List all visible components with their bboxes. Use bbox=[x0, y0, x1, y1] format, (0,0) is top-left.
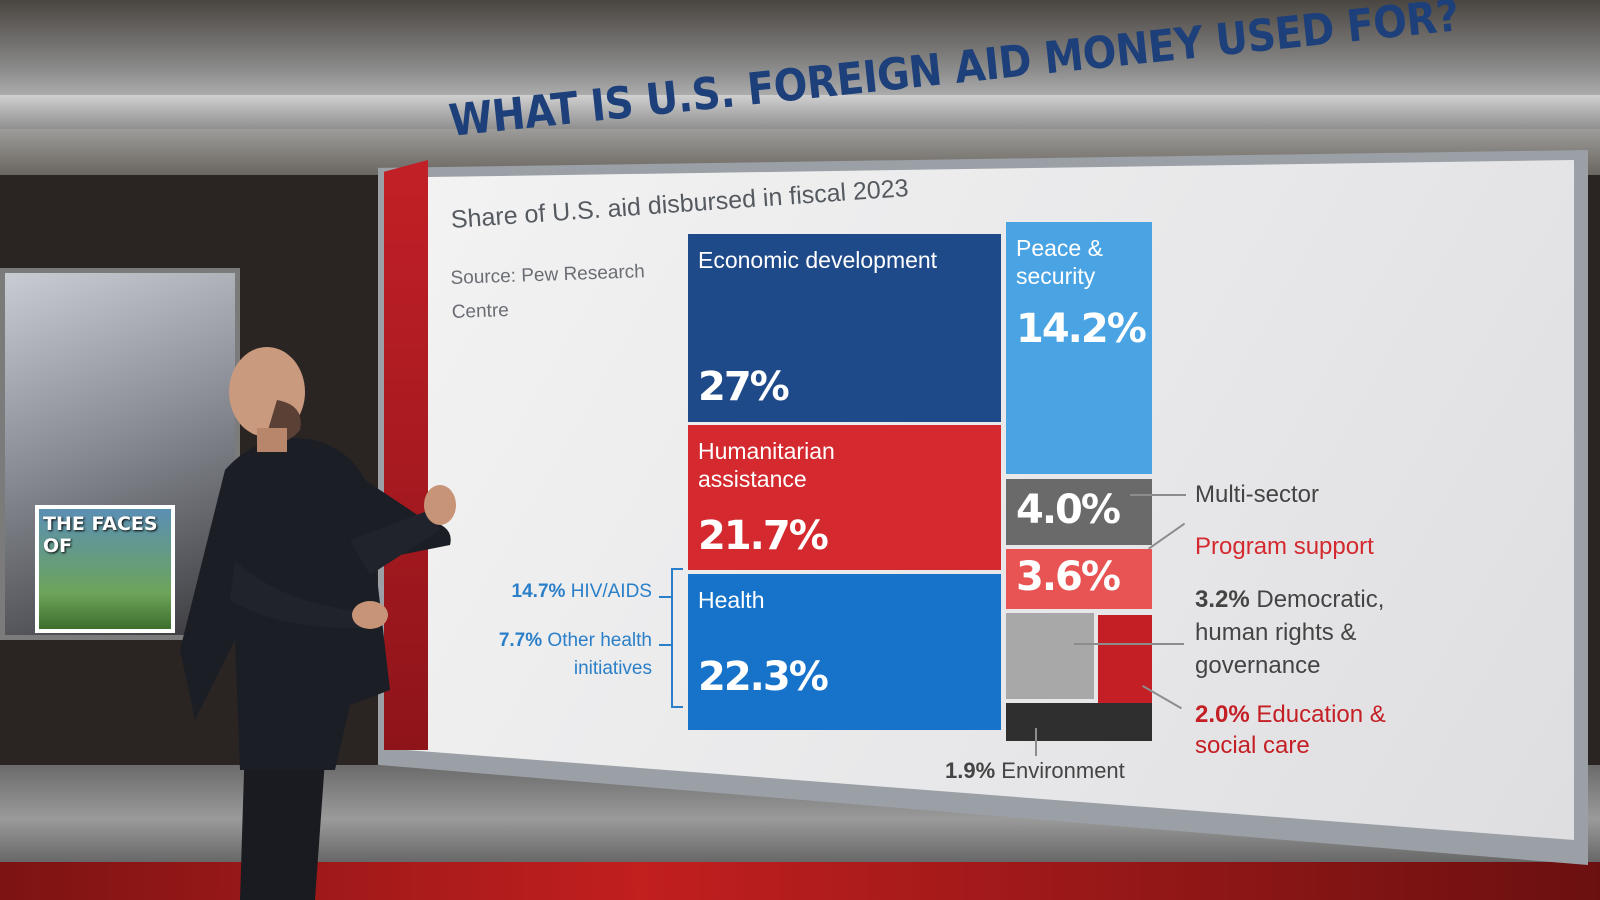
block-health: Health 22.3% bbox=[688, 574, 1001, 730]
callout-education: 2.0% Education & social care bbox=[1195, 699, 1386, 761]
studio-beam bbox=[0, 95, 1600, 129]
label-humanitarian-line-2: assistance bbox=[698, 466, 807, 492]
value-multi-sector: 4.0% bbox=[1016, 487, 1121, 533]
leader-other-health bbox=[659, 644, 671, 646]
label-humanitarian-line-1: Humanitarian bbox=[698, 438, 835, 464]
health-bracket bbox=[671, 568, 683, 708]
protest-sign: THE FACES OF bbox=[35, 505, 175, 633]
presenter-right-arm bbox=[230, 560, 363, 629]
callout-democratic-line-3: governance bbox=[1195, 652, 1321, 679]
value-peace-security: 14.2% bbox=[1016, 306, 1147, 352]
presenter-left-hand bbox=[424, 485, 456, 525]
presenter-legs bbox=[240, 740, 325, 900]
callout-education-line-1: 2.0% Education & bbox=[1195, 699, 1386, 730]
label-peace-security: Peace & security bbox=[1016, 234, 1103, 290]
block-democratic-governance bbox=[1006, 613, 1094, 699]
label-peace-line-1: Peace & bbox=[1016, 235, 1103, 261]
label-economic-development: Economic development bbox=[698, 247, 938, 273]
health-other-line-1: 7.7% Other health bbox=[499, 627, 652, 655]
value-health: 22.3% bbox=[698, 654, 829, 700]
callout-environment: 1.9% Environment bbox=[945, 758, 1125, 784]
callout-democratic-line-1: 3.2% Democratic, bbox=[1195, 583, 1384, 616]
label-humanitarian-assistance: Humanitarian assistance bbox=[698, 437, 835, 493]
callout-education-value: 2.0% bbox=[1195, 701, 1250, 728]
leader-multi-sector bbox=[1130, 494, 1186, 496]
protest-sign-text: THE FACES OF bbox=[43, 513, 158, 557]
block-peace-security: Peace & security 14.2% bbox=[1006, 222, 1152, 474]
leader-democratic bbox=[1074, 643, 1184, 645]
leader-hiv bbox=[659, 596, 671, 598]
label-health: Health bbox=[698, 587, 765, 613]
block-economic-development: Economic development 27% bbox=[688, 234, 1001, 422]
block-program-support: 3.6% bbox=[1006, 549, 1152, 609]
leader-environment bbox=[1035, 728, 1037, 756]
callout-environment-text: Environment bbox=[1001, 758, 1125, 783]
value-program-support: 3.6% bbox=[1016, 554, 1121, 600]
value-humanitarian-assistance: 21.7% bbox=[698, 513, 829, 559]
callout-democratic-value: 3.2% bbox=[1195, 586, 1250, 613]
studio-ceiling bbox=[0, 0, 1600, 175]
presenter-neck bbox=[257, 428, 287, 452]
block-environment bbox=[1006, 703, 1152, 741]
callout-environment-value: 1.9% bbox=[945, 758, 996, 783]
presenter-right-hand bbox=[352, 601, 388, 629]
callout-democratic-text-1: Democratic, bbox=[1256, 586, 1385, 613]
block-education-social-care bbox=[1098, 615, 1152, 707]
callout-education-text-1: Education & bbox=[1256, 701, 1386, 728]
label-peace-line-2: security bbox=[1016, 263, 1096, 289]
health-other-line-2: initiatives bbox=[573, 658, 652, 679]
block-multi-sector: 4.0% bbox=[1006, 479, 1152, 545]
health-label-hiv: 14.7% HIV/AIDS bbox=[512, 581, 652, 603]
callout-democratic: 3.2% Democratic, human rights & governan… bbox=[1195, 583, 1384, 682]
callout-education-line-2: social care bbox=[1195, 732, 1310, 759]
value-economic-development: 27% bbox=[698, 364, 790, 410]
health-other-name-1: Other health bbox=[547, 630, 652, 651]
presenter-figure bbox=[180, 347, 456, 900]
red-accent-strip bbox=[384, 160, 428, 750]
health-hiv-name: HIV/AIDS bbox=[570, 581, 652, 602]
block-humanitarian-assistance: Humanitarian assistance 21.7% bbox=[688, 425, 1001, 570]
health-hiv-value: 14.7% bbox=[511, 581, 566, 602]
health-other-value: 7.7% bbox=[498, 630, 543, 651]
callout-program-support: Program support bbox=[1195, 533, 1374, 560]
callout-multi-sector: Multi-sector bbox=[1195, 481, 1320, 508]
presenter-left-arm bbox=[350, 510, 440, 575]
callout-democratic-line-2: human rights & bbox=[1195, 619, 1357, 646]
health-label-other: 7.7% Other health initiatives bbox=[499, 627, 652, 683]
